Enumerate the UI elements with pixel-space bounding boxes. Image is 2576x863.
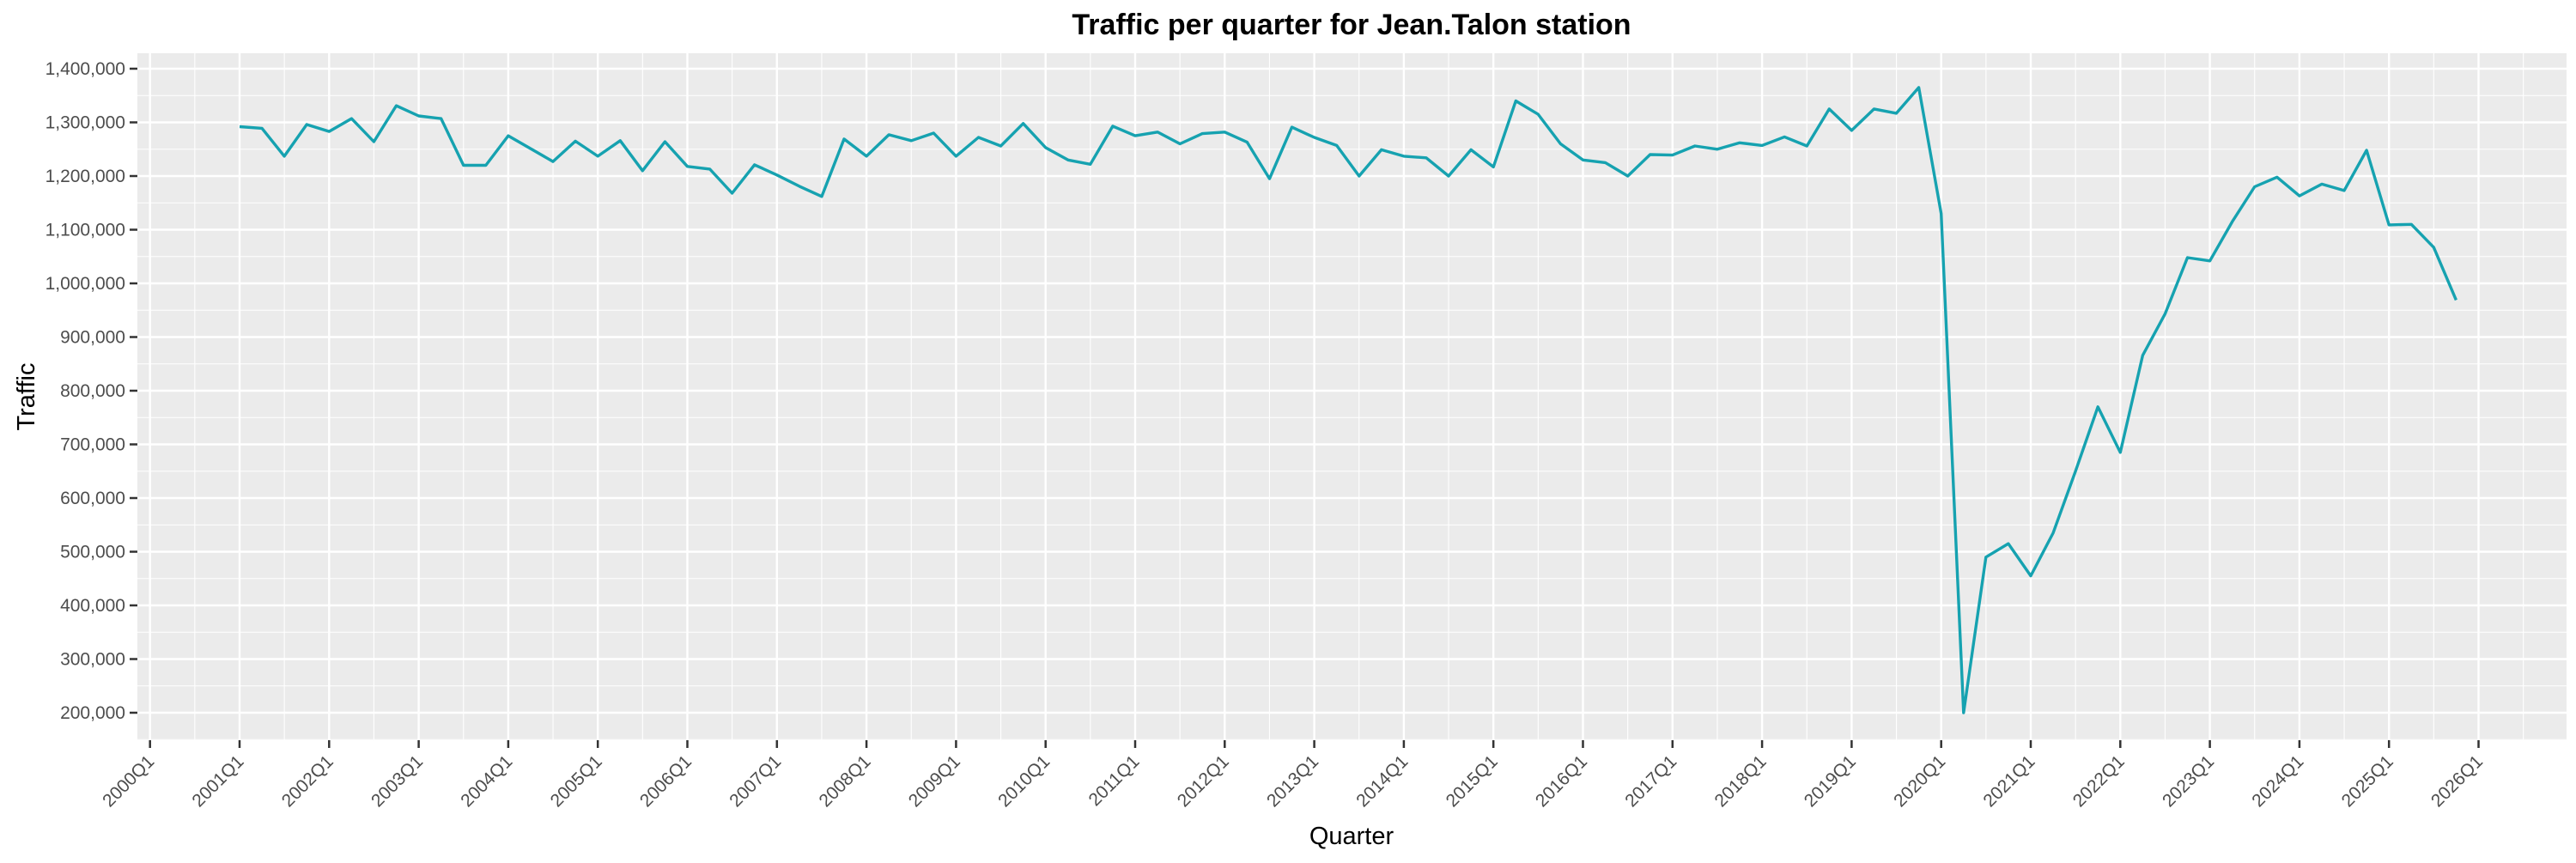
y-tick-label: 900,000: [60, 328, 125, 348]
x-tick-label: 2008Q1: [816, 751, 875, 811]
y-tick-label: 1,000,000: [46, 274, 125, 294]
x-tick-label: 2019Q1: [1801, 751, 1860, 811]
x-tick-label: 2024Q1: [2248, 751, 2307, 811]
x-tick-label: 2005Q1: [547, 751, 606, 811]
y-tick-label: 600,000: [60, 489, 125, 508]
x-tick-label: 2007Q1: [726, 751, 785, 811]
major-gridlines: [137, 53, 2567, 740]
y-tick-label: 200,000: [60, 703, 125, 723]
x-tick-label: 2021Q1: [1979, 751, 2038, 811]
x-tick-label: 2002Q1: [278, 751, 337, 811]
y-tick-label: 300,000: [60, 650, 125, 670]
x-tick-label: 2013Q1: [1263, 751, 1322, 811]
x-axis-tick-labels: 2000Q1 2001Q1 2002Q1 2003Q1 2004Q1 2005Q1 2006…: [99, 751, 2487, 811]
y-axis-tick-labels: 200,000 300,000 400,000 500,000 600,000 700,0…: [46, 59, 125, 723]
x-tick-label: 2015Q1: [1443, 751, 1502, 811]
x-tick-label: 2018Q1: [1711, 751, 1771, 811]
y-tick-label: 1,400,000: [46, 59, 125, 79]
x-tick-label: 2006Q1: [636, 751, 696, 811]
x-tick-label: 2011Q1: [1085, 751, 1144, 810]
x-tick-label: 2016Q1: [1532, 751, 1591, 811]
x-tick-label: 2014Q1: [1352, 751, 1412, 811]
y-tick-label: 400,000: [60, 596, 125, 616]
x-tick-label: 2022Q1: [2069, 751, 2129, 811]
y-tick-label: 1,100,000: [46, 221, 125, 240]
x-tick-label: 2003Q1: [368, 751, 427, 811]
y-tick-label: 700,000: [60, 435, 125, 455]
x-tick-label: 2010Q1: [994, 751, 1054, 811]
x-tick-label: 2020Q1: [1890, 751, 1949, 811]
x-tick-label: 2012Q1: [1174, 751, 1233, 811]
axis-tick-marks: [130, 67, 2480, 748]
y-axis-title: Traffic: [13, 363, 40, 431]
y-tick-label: 1,200,000: [46, 167, 125, 186]
plot-panel: [137, 53, 2567, 740]
x-tick-label: 2026Q1: [2427, 751, 2487, 811]
y-tick-label: 1,300,000: [46, 113, 125, 133]
x-tick-label: 2017Q1: [1621, 751, 1680, 811]
x-tick-label: 2001Q1: [188, 751, 247, 811]
x-axis-title: Quarter: [1309, 823, 1394, 850]
traffic-series-line: [239, 86, 2458, 714]
y-tick-label: 800,000: [60, 381, 125, 401]
x-tick-label: 2023Q1: [2159, 751, 2218, 811]
minor-gridlines: [137, 53, 2567, 740]
y-tick-label: 500,000: [60, 543, 125, 562]
x-tick-label: 2000Q1: [99, 751, 158, 811]
x-tick-label: 2004Q1: [457, 751, 516, 811]
x-tick-label: 2025Q1: [2338, 751, 2397, 811]
x-tick-label: 2009Q1: [905, 751, 964, 811]
chart-title: Traffic per quarter for Jean.Talon stati…: [1072, 9, 1631, 41]
